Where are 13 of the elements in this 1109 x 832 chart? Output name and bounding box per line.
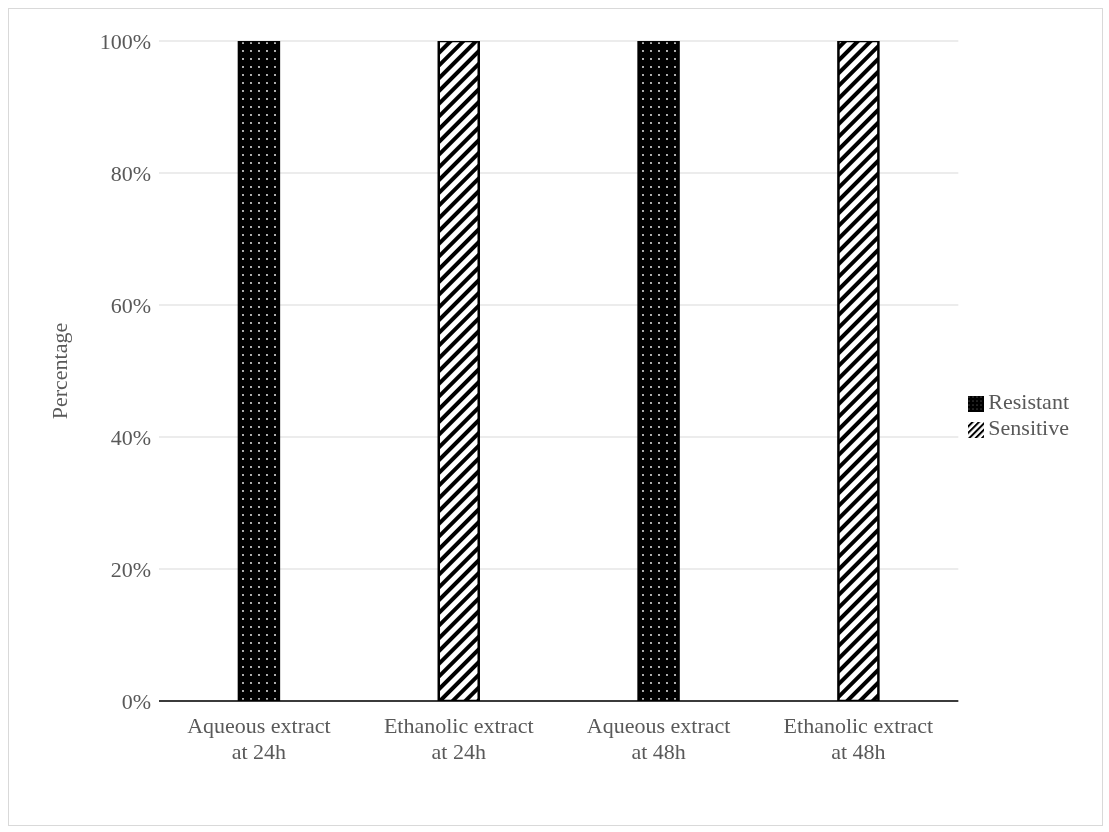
legend-label: Resistant xyxy=(988,389,1069,414)
y-tick-label: 100% xyxy=(99,28,151,54)
y-tick-label: 20% xyxy=(110,556,151,582)
x-tick-label: Aqueous extract at 24h xyxy=(187,713,331,764)
y-tick-label: 80% xyxy=(110,160,151,186)
y-tick-label: 40% xyxy=(110,424,151,450)
y-tick-label: 60% xyxy=(110,292,151,318)
y-tick-label: 0% xyxy=(121,688,151,714)
y-axis-title: Percentage xyxy=(46,322,72,420)
x-tick-label: Ethanolic extract at 24h xyxy=(383,713,534,764)
legend-label: Sensitive xyxy=(988,415,1069,440)
x-tick-label: Ethanolic extract at 48h xyxy=(783,713,934,764)
x-tick-label: Aqueous extract at 48h xyxy=(586,713,731,764)
